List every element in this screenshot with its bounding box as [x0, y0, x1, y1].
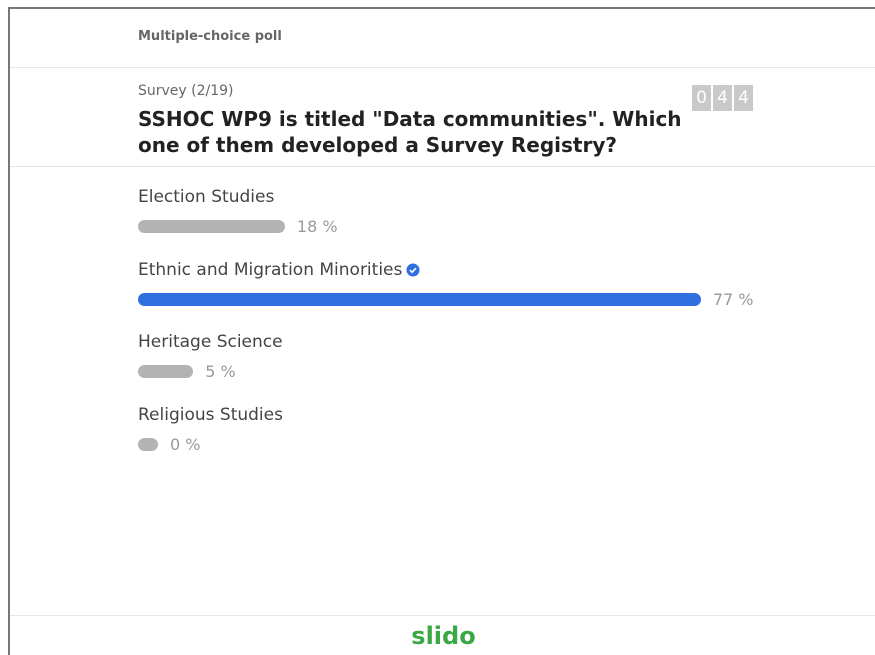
counter-digit: 0 [692, 85, 711, 111]
counter-digit: 4 [734, 85, 753, 111]
result-percent: 77 % [712, 289, 754, 309]
poll-frame: Multiple-choice poll Survey (2/19) SSHOC… [8, 7, 875, 655]
separator [10, 615, 875, 616]
option-text: Heritage Science [138, 332, 283, 352]
survey-label: Survey (2/19) [138, 83, 234, 99]
counter-digit: 4 [713, 85, 732, 111]
result-percent: 5 % [205, 362, 236, 381]
option-label: Ethnic and Migration Minorities [138, 260, 420, 280]
result-bar [138, 292, 701, 306]
result-bar [138, 365, 194, 378]
correct-icon [406, 263, 420, 276]
option-text: Election Studies [138, 187, 275, 207]
option-label: Heritage Science [138, 332, 283, 352]
result-bar [138, 220, 285, 233]
separator [10, 166, 875, 167]
option-label: Election Studies [138, 187, 274, 207]
slido-logo: slido [411, 622, 476, 650]
result-bar [138, 437, 158, 451]
result-percent: 0 % [170, 434, 201, 454]
separator [10, 67, 875, 68]
option-text: Ethnic and Migration Minorities [138, 259, 403, 280]
result-percent: 18 % [296, 217, 338, 236]
header-title: Multiple-choice poll [138, 29, 282, 44]
option-text: Religious Studies [138, 404, 283, 425]
question: SSHOC WP9 is titled "Data communities". … [138, 107, 682, 157]
option-label: Religious Studies [138, 405, 283, 425]
